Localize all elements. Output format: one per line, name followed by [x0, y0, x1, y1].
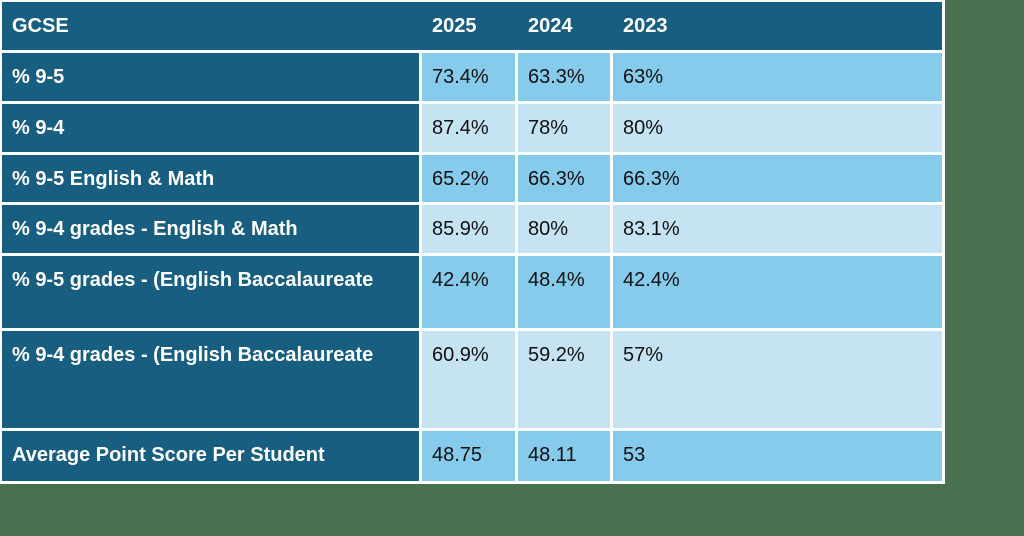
cell-9-5-em-2025: 65.2% [422, 155, 518, 205]
cell-9-5-ebacc-2024: 48.4% [518, 256, 613, 331]
cell-9-4-ebacc-2024: 59.2% [518, 331, 613, 431]
gcse-results-table: GCSE 2025 2024 2023 % 9-5 73.4% 63.3% 63… [0, 0, 945, 484]
cell-9-5-em-2024: 66.3% [518, 155, 613, 205]
table-title: GCSE [2, 2, 422, 53]
row-label-9-4: % 9-4 [2, 104, 422, 155]
cell-9-5-2024: 63.3% [518, 53, 613, 104]
row-label-9-5-english-math: % 9-5 English & Math [2, 155, 422, 205]
row-label-avg-point-score: Average Point Score Per Student [2, 431, 422, 484]
cell-aps-2024: 48.11 [518, 431, 613, 484]
cell-9-4-2025: 87.4% [422, 104, 518, 155]
cell-9-5-2023: 63% [613, 53, 945, 104]
cell-9-4-em-2023: 83.1% [613, 205, 945, 256]
column-header-2025: 2025 [422, 2, 518, 53]
row-label-9-5: % 9-5 [2, 53, 422, 104]
cell-9-4-2023: 80% [613, 104, 945, 155]
cell-9-4-em-2024: 80% [518, 205, 613, 256]
cell-9-5-ebacc-2023: 42.4% [613, 256, 945, 331]
row-label-9-5-ebacc: % 9-5 grades - (English Baccalaureate [2, 256, 422, 331]
cell-9-4-ebacc-2023: 57% [613, 331, 945, 431]
row-label-9-4-ebacc: % 9-4 grades - (English Baccalaureate [2, 331, 422, 431]
column-header-2024: 2024 [518, 2, 613, 53]
cell-9-4-ebacc-2025: 60.9% [422, 331, 518, 431]
column-header-2023: 2023 [613, 2, 945, 53]
cell-9-5-ebacc-2025: 42.4% [422, 256, 518, 331]
cell-aps-2023: 53 [613, 431, 945, 484]
cell-aps-2025: 48.75 [422, 431, 518, 484]
row-label-9-4-english-math: % 9-4 grades - English & Math [2, 205, 422, 256]
cell-9-5-em-2023: 66.3% [613, 155, 945, 205]
cell-9-4-em-2025: 85.9% [422, 205, 518, 256]
cell-9-5-2025: 73.4% [422, 53, 518, 104]
cell-9-4-2024: 78% [518, 104, 613, 155]
